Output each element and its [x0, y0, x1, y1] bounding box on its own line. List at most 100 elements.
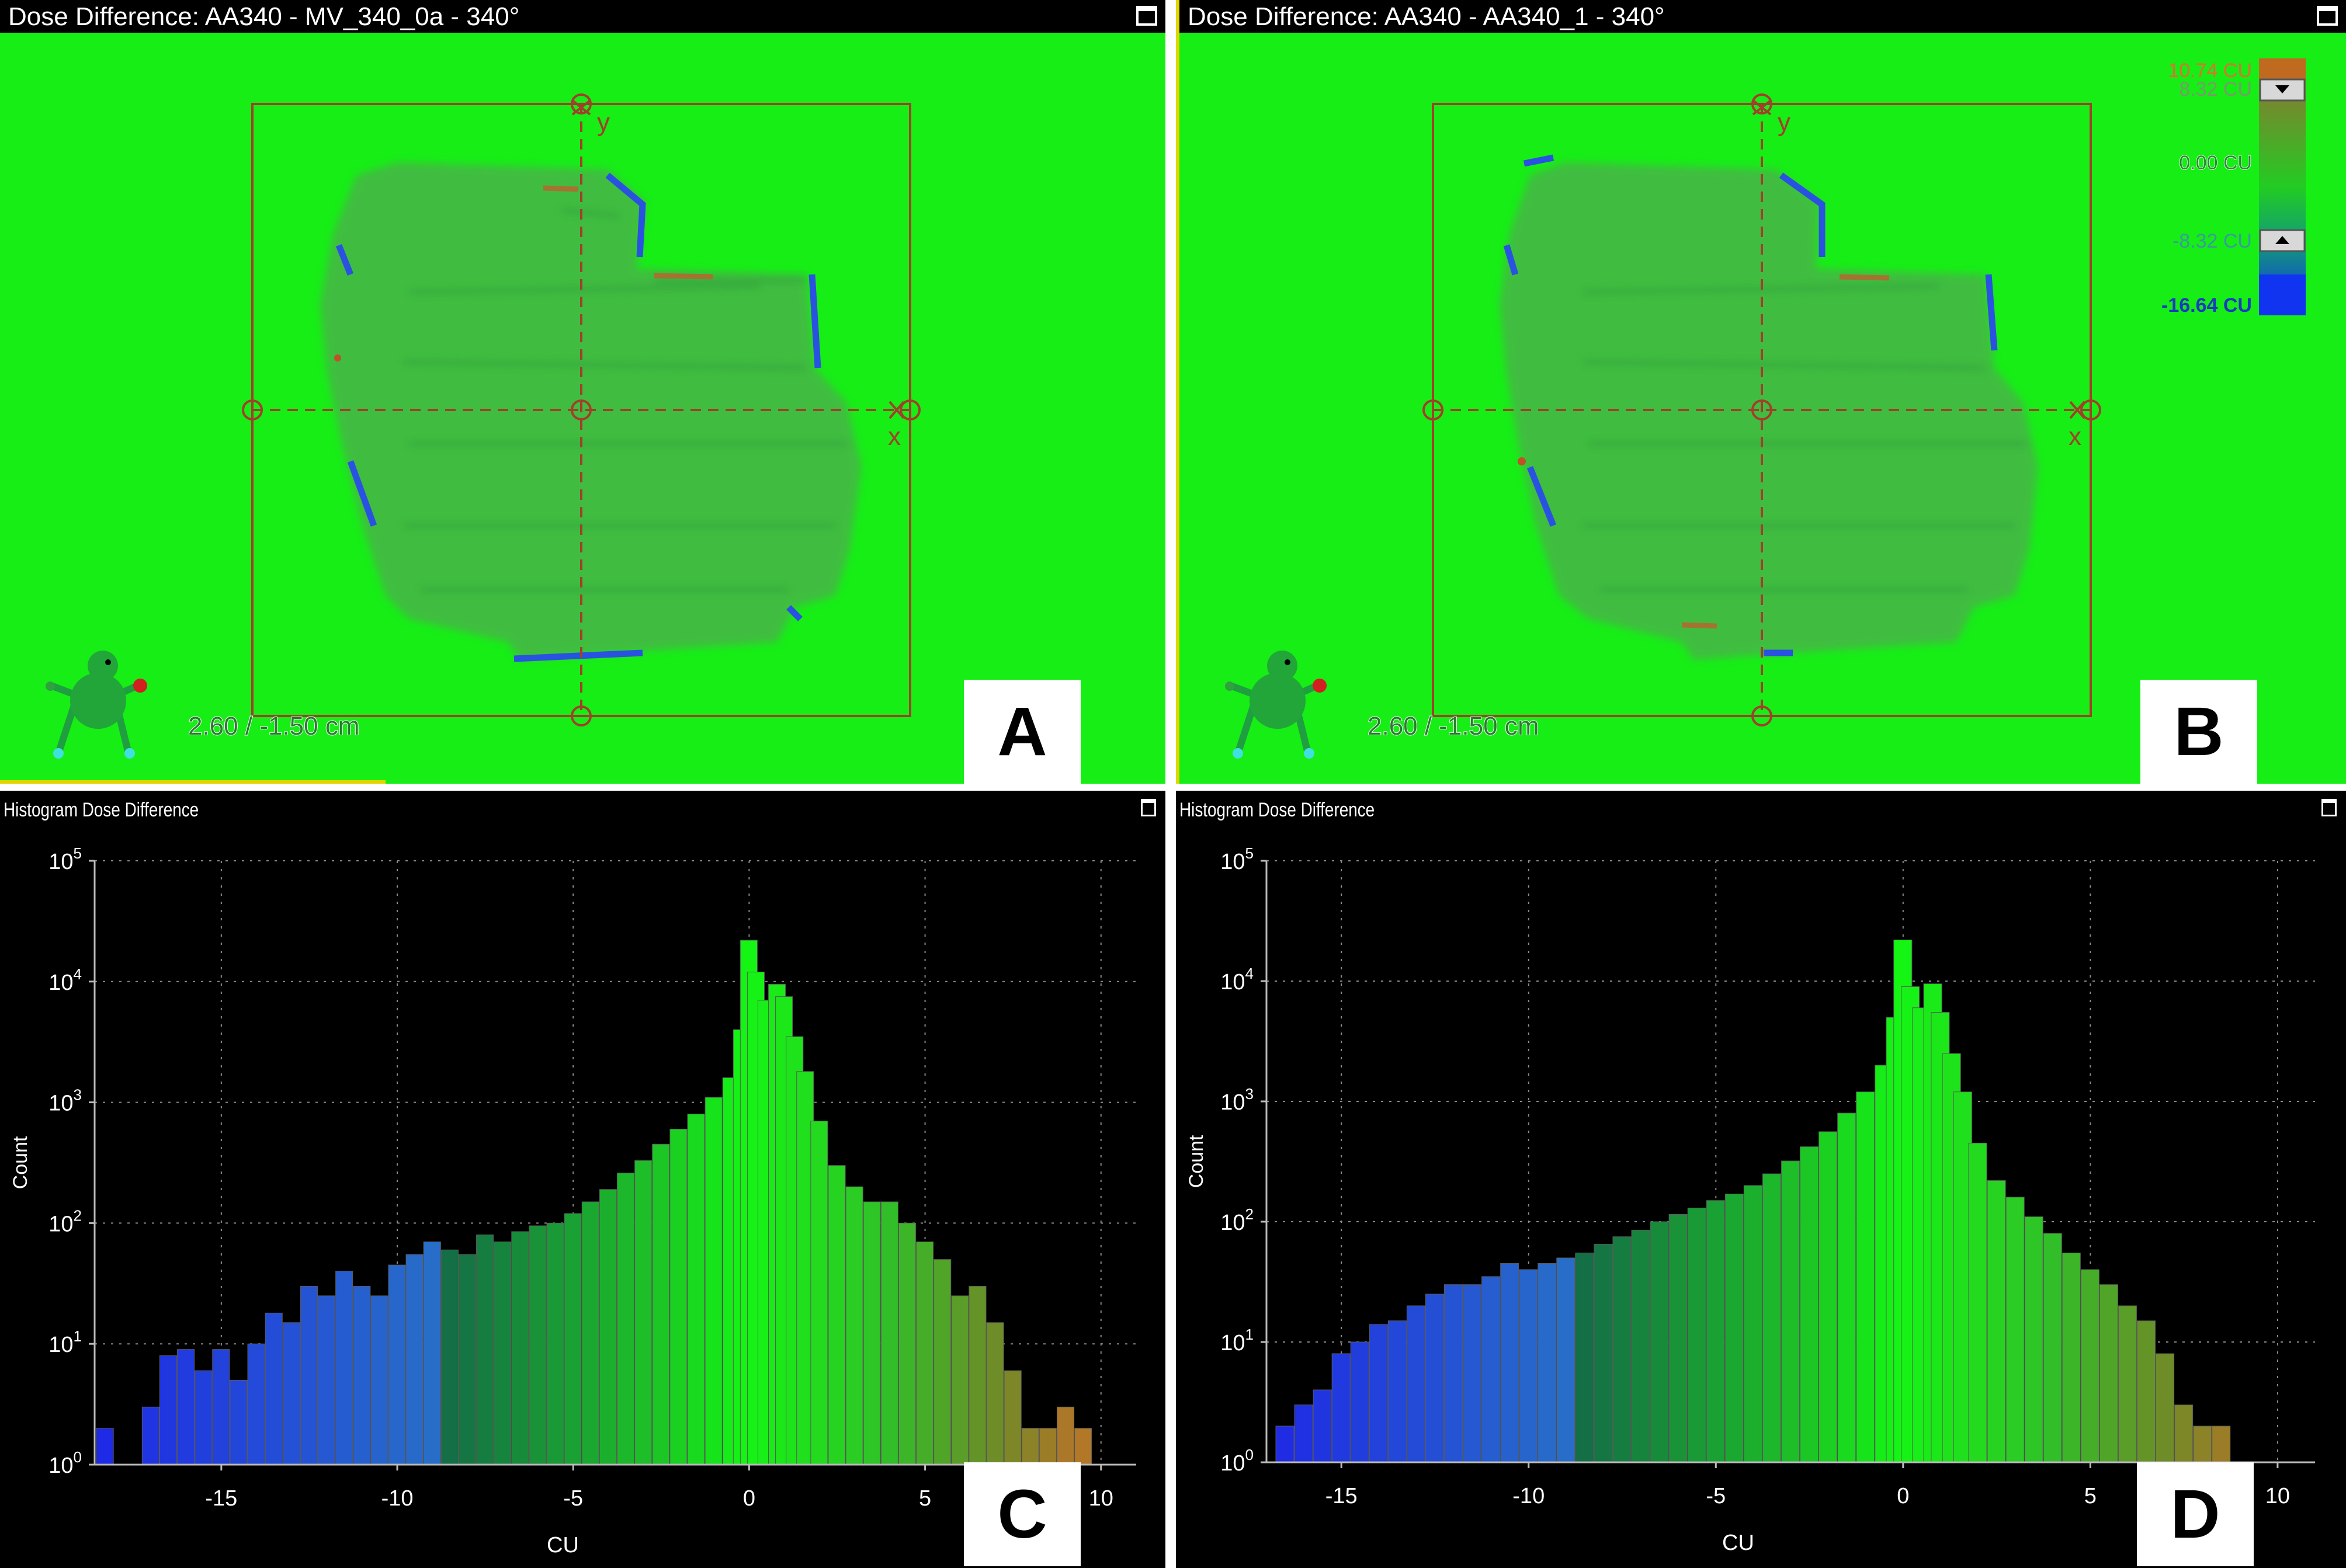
histogram-bar: [687, 1114, 705, 1465]
histogram-chart-c[interactable]: 100 101 102 103 104 105 -15 -10 -5 0 5 10 Count CU: [0, 791, 1165, 1568]
x-tick-label: 0: [743, 1486, 755, 1511]
histogram-bar: [2156, 1353, 2175, 1463]
histogram-bar: [986, 1322, 1004, 1465]
histogram-bar: [969, 1286, 987, 1465]
maximize-icon[interactable]: [1141, 799, 1156, 816]
scale-max-label: 10.74 CU: [2168, 60, 2252, 82]
histogram-bar: [546, 1222, 564, 1465]
histogram-bar: [1463, 1284, 1482, 1463]
histogram-bar: [1612, 1236, 1632, 1463]
histogram-bar: [1575, 1252, 1594, 1463]
histogram-bar: [1519, 1269, 1538, 1463]
histogram-title: Histogram Dose Difference: [4, 799, 199, 821]
panel-label-d: D: [2137, 1462, 2254, 1566]
histogram-bar: [2080, 1269, 2099, 1463]
histogram-view-c[interactable]: Histogram Dose Difference 100 101 102 103 10…: [0, 791, 1165, 1568]
axis-x-label: x: [2069, 422, 2081, 451]
x-axis-label: CU: [1722, 1531, 1754, 1555]
histogram-bar: [1706, 1200, 1725, 1463]
dose-difference-view-a[interactable]: Dose Difference: AA340 - MV_340_0a - 340…: [0, 0, 1165, 784]
histogram-bar: [1631, 1230, 1650, 1463]
histogram-chart-d[interactable]: 100 101 102 103 104 105 -15 -10 -5 0 5 10 Count CU: [1176, 791, 2346, 1568]
y-tick-label: 102: [1220, 1205, 1254, 1235]
histogram-bar: [1056, 1406, 1075, 1465]
histogram-bar: [1650, 1221, 1669, 1463]
histogram-bar: [1350, 1341, 1369, 1463]
x-tick-label: -5: [563, 1486, 583, 1511]
x-tick-label: -10: [381, 1486, 414, 1511]
crosshair-handles[interactable]: [242, 93, 921, 726]
patient-orientation-icon[interactable]: [46, 651, 147, 759]
histogram-bar: [405, 1254, 424, 1465]
x-tick-label: 5: [2084, 1484, 2097, 1508]
dose-map-b[interactable]: y x 2.60 / -1.50 cm 10.74 CU 8.32: [1179, 0, 2346, 784]
histogram-bar: [2174, 1404, 2194, 1463]
histogram-bar: [581, 1201, 599, 1465]
underdose-edges: [335, 172, 821, 662]
maximize-icon[interactable]: [2317, 6, 2338, 26]
x-tick-label: 10: [2265, 1484, 2290, 1508]
histogram-bar: [247, 1343, 265, 1465]
maximize-icon[interactable]: [1136, 6, 1157, 26]
histogram-bar: [2005, 1197, 2025, 1463]
view-title: Dose Difference: AA340 - MV_340_0a - 340…: [8, 2, 520, 31]
histogram-bar: [159, 1355, 178, 1465]
histogram-bar: [1039, 1428, 1057, 1465]
x-axis-label: CU: [547, 1533, 579, 1557]
segment-edges: [1582, 284, 2026, 592]
histogram-bar: [863, 1201, 881, 1465]
histogram-bar: [1819, 1131, 1838, 1463]
y-tick-label: 104: [48, 965, 82, 995]
histogram-bar: [1987, 1180, 2006, 1463]
maximize-icon[interactable]: [2321, 799, 2337, 816]
histogram-bar: [1074, 1428, 1092, 1465]
dose-map-a[interactable]: y x 2.60 / -1.50 cm: [0, 0, 1165, 784]
histogram-bar: [1294, 1404, 1313, 1463]
view-title-bar: Dose Difference: AA340 - MV_340_0a - 340…: [0, 0, 1165, 33]
patient-orientation-icon[interactable]: [1225, 651, 1327, 759]
histogram-bar: [141, 1406, 159, 1465]
histogram-bar: [933, 1259, 952, 1465]
scale-min-label: -16.64 CU: [2161, 294, 2252, 317]
histogram-bar: [810, 1121, 828, 1465]
histogram-bar: [951, 1295, 969, 1465]
crosshair-handles[interactable]: [1422, 93, 2101, 726]
y-tick-label: 105: [48, 844, 82, 874]
y-tick-label: 103: [48, 1086, 82, 1116]
scale-zero-label: 0.00 CU: [2179, 152, 2252, 174]
y-axis-label: Count: [9, 1136, 32, 1189]
histogram-bar: [353, 1286, 371, 1465]
up-arrow-icon: [2275, 236, 2289, 244]
histogram-bar: [2043, 1233, 2062, 1463]
y-tick-label: 101: [1220, 1326, 1254, 1355]
y-tick-label: 102: [48, 1207, 82, 1236]
histogram-bar: [1481, 1276, 1501, 1463]
histogram-bar: [1369, 1324, 1388, 1463]
axis-y-label: y: [1778, 108, 1790, 137]
dose-difference-view-b[interactable]: Dose Difference: AA340 - AA340_1 - 340°: [1176, 0, 2346, 784]
histogram-bar: [212, 1349, 230, 1465]
histogram-bar: [440, 1249, 459, 1465]
down-arrow-icon: [2275, 85, 2289, 93]
color-scale-bottom: [2259, 274, 2306, 315]
histogram-bar: [2062, 1252, 2081, 1463]
marker-dot: [334, 354, 341, 361]
y-tick-label: 100: [48, 1448, 82, 1478]
histogram-bar: [300, 1286, 318, 1465]
view-title-bar: Dose Difference: AA340 - AA340_1 - 340°: [1179, 0, 2346, 33]
histogram-bar: [2024, 1216, 2043, 1463]
histogram-bar: [1004, 1370, 1022, 1465]
histogram-view-d[interactable]: Histogram Dose Difference 100 101 102 103 10…: [1176, 791, 2346, 1568]
histogram-bar: [617, 1173, 635, 1465]
y-tick-label: 105: [1220, 844, 1254, 874]
histogram-bar: [634, 1160, 653, 1465]
overdose-spots: [1681, 274, 1890, 629]
histogram-bar: [1556, 1257, 1575, 1463]
histogram-bar: [1594, 1244, 1613, 1463]
cursor-coordinates: 2.60 / -1.50 cm: [188, 712, 359, 740]
y-tick-label: 100: [1220, 1446, 1254, 1476]
color-scale-legend[interactable]: 10.74 CU 8.32 CU 0.00 CU -8.32 CU -16.64…: [2161, 58, 2306, 317]
view-title: Dose Difference: AA340 - AA340_1 - 340°: [1188, 2, 1665, 31]
histogram-bar: [1762, 1173, 1781, 1463]
histogram-bars: [96, 940, 1092, 1465]
